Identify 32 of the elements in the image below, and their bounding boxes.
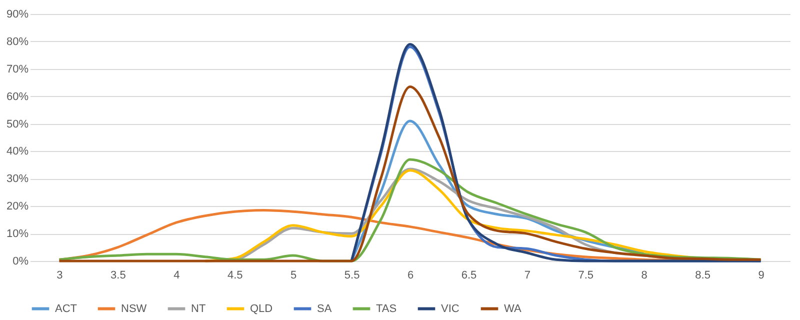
x-tick-label: 9 — [758, 270, 764, 282]
x-tick-label: 5 — [290, 270, 297, 282]
y-tick-label: 50% — [6, 118, 29, 130]
x-tick-label: 6 — [407, 270, 414, 282]
line-series — [58, 85, 762, 262]
legend-label: VIC — [441, 302, 460, 315]
y-tick-label: 80% — [6, 36, 29, 48]
x-tick-label: 7 — [524, 270, 530, 282]
legend-label: NT — [191, 302, 206, 315]
x-tick-label: 3 — [56, 270, 63, 282]
legend-label: QLD — [250, 302, 273, 315]
legend-label: TAS — [376, 302, 397, 315]
x-tick-label: 4 — [174, 270, 180, 282]
y-tick-label: 0% — [12, 256, 29, 268]
x-tick-label: 5.5 — [344, 270, 360, 282]
legend-label: WA — [504, 302, 522, 315]
x-tick-label: 6.5 — [461, 270, 477, 282]
y-tick-label: 60% — [6, 90, 29, 103]
x-tick-label: 8 — [641, 270, 648, 282]
y-tick-label: 90% — [6, 8, 29, 20]
x-tick-label: 7.5 — [578, 270, 594, 282]
x-tick-label: 8.5 — [695, 270, 710, 282]
legend-label: SA — [317, 302, 332, 315]
y-tick-label: 40% — [6, 146, 29, 158]
y-tick-label: 30% — [6, 173, 29, 186]
x-tick-label: 4.5 — [227, 270, 243, 282]
y-tick-label: 70% — [6, 63, 29, 76]
y-tick-label: 10% — [6, 228, 29, 240]
x-tick-label: 3.5 — [110, 270, 126, 282]
y-tick-label: 20% — [6, 200, 29, 213]
legend-label: ACT — [55, 302, 78, 315]
legend-label: NSW — [121, 302, 148, 315]
